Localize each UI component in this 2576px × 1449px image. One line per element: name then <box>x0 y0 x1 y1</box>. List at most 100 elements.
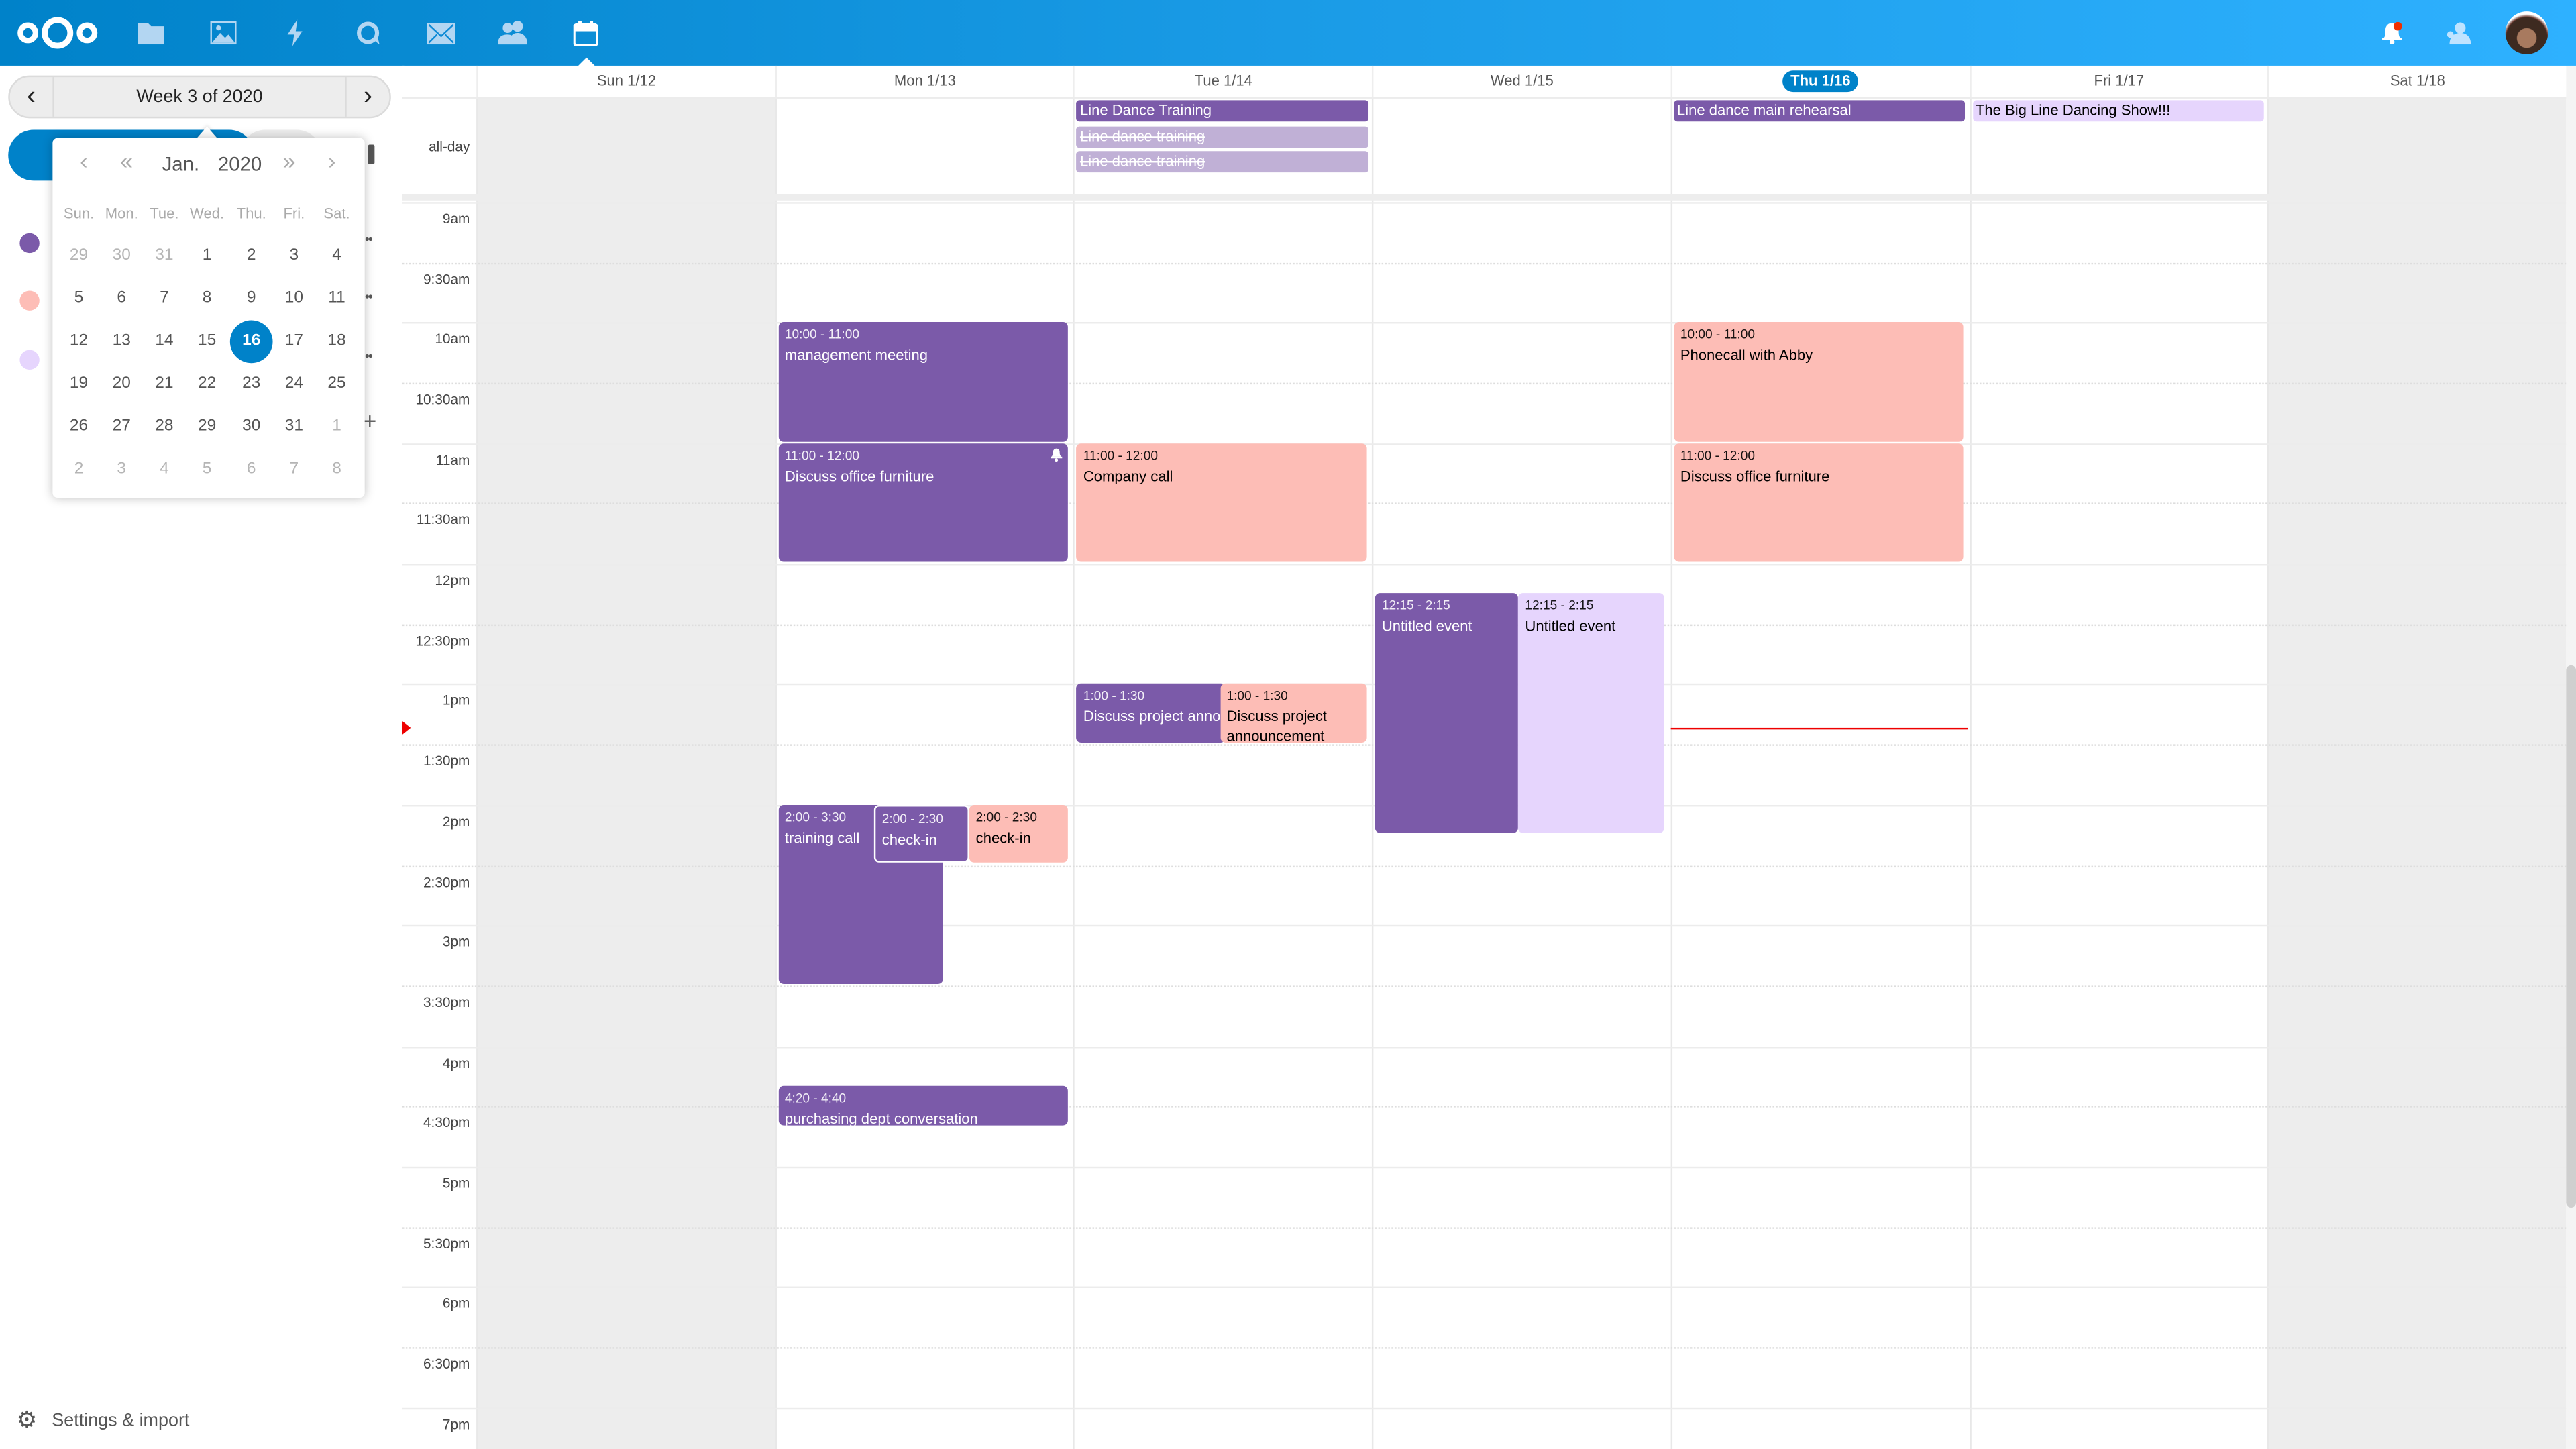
calendar-actions-icon[interactable]: ●● <box>364 292 373 303</box>
day-header[interactable]: Fri 1/17 <box>1969 65 2267 97</box>
datepicker-day[interactable]: 14 <box>155 331 174 350</box>
datepicker-day[interactable]: 19 <box>69 374 89 393</box>
image-icon[interactable] <box>207 16 240 49</box>
datepicker-day[interactable]: 12 <box>69 331 89 350</box>
calendar-color-dot[interactable] <box>19 233 40 254</box>
datepicker-day[interactable]: 17 <box>284 331 303 350</box>
calendar-icon[interactable] <box>568 16 601 49</box>
contacts-menu-icon[interactable] <box>2441 16 2474 49</box>
datepicker-day[interactable]: 25 <box>327 374 346 393</box>
datepicker-day[interactable]: 22 <box>197 374 217 393</box>
datepicker-day[interactable]: 26 <box>69 417 89 435</box>
event-block[interactable]: 4:20 - 4:40 purchasing dept conversation <box>778 1085 1068 1125</box>
day-header[interactable]: Mon 1/13 <box>775 65 1073 97</box>
day-column[interactable] <box>1372 97 1670 1449</box>
add-calendar-plus-icon[interactable]: + <box>363 407 377 434</box>
datepicker-day[interactable]: 4 <box>332 246 341 265</box>
mail-icon[interactable] <box>424 16 457 49</box>
day-column[interactable] <box>2267 97 2567 1449</box>
datepicker-day[interactable]: 1 <box>332 417 341 435</box>
lightning-icon[interactable] <box>279 16 312 49</box>
datepicker-day[interactable]: 31 <box>155 246 174 265</box>
datepicker-day[interactable]: 30 <box>242 417 261 435</box>
next-week-button[interactable]: › <box>364 82 373 111</box>
calendar-actions-icon[interactable]: ●● <box>364 235 373 245</box>
previous-year-button[interactable]: « <box>120 148 133 174</box>
event-block[interactable]: 12:15 - 2:15 Untitled event <box>1518 593 1665 833</box>
nextcloud-logo[interactable] <box>16 15 98 59</box>
folder-icon[interactable] <box>135 16 168 49</box>
datepicker-day[interactable]: 21 <box>155 374 174 393</box>
calendar-actions-icon[interactable]: ●● <box>364 352 373 362</box>
previous-week-button[interactable]: ‹ <box>26 82 36 111</box>
datepicker-day[interactable]: 7 <box>160 289 169 307</box>
event-block[interactable]: 2:00 - 2:30 check-in <box>969 804 1068 863</box>
day-header[interactable]: Thu 1/16 <box>1670 65 1969 97</box>
day-column[interactable] <box>1670 97 1969 1449</box>
allday-event[interactable]: Line dance main rehearsal <box>1674 100 1966 122</box>
datepicker-day[interactable]: 6 <box>117 289 127 307</box>
day-column[interactable] <box>1969 97 2267 1449</box>
event-block[interactable]: 1:00 - 1:30 Discuss project announcement <box>1077 684 1226 743</box>
calendar-color-dot[interactable] <box>19 350 40 370</box>
next-month-button[interactable]: › <box>327 148 336 174</box>
datepicker-day[interactable]: 5 <box>202 460 212 478</box>
year-label[interactable]: 2020 <box>217 152 262 176</box>
datepicker-day[interactable]: 15 <box>197 331 217 350</box>
datepicker-day[interactable]: 8 <box>332 460 341 478</box>
datepicker-day[interactable]: 11 <box>328 289 345 307</box>
datepicker-day[interactable]: 2 <box>246 246 256 265</box>
day-header[interactable]: Sat 1/18 <box>2267 65 2566 97</box>
event-block[interactable]: 1:00 - 1:30 Discuss project announcement <box>1220 684 1366 743</box>
event-block[interactable]: 11:00 - 12:00 Discuss office furniture <box>778 443 1068 562</box>
datepicker-day[interactable]: 29 <box>69 246 89 265</box>
datepicker-day[interactable]: 8 <box>202 289 212 307</box>
datepicker-day[interactable]: 7 <box>289 460 299 478</box>
day-header[interactable]: Sun 1/12 <box>476 65 775 97</box>
datepicker-day[interactable]: 23 <box>242 374 261 393</box>
datepicker-day[interactable]: 20 <box>112 374 131 393</box>
scrollbar-thumb[interactable] <box>2566 665 2576 1208</box>
event-block[interactable]: 12:15 - 2:15 Untitled event <box>1375 593 1519 833</box>
allday-event[interactable]: Line Dance Training <box>1077 100 1369 122</box>
event-block[interactable]: 11:00 - 12:00 Discuss office furniture <box>1674 443 1964 562</box>
datepicker-day[interactable]: 28 <box>155 417 174 435</box>
event-block[interactable]: 11:00 - 12:00 Company call <box>1077 443 1366 562</box>
talk-icon[interactable] <box>352 16 384 49</box>
calendar-color-dot[interactable] <box>19 290 40 311</box>
datepicker-day[interactable]: 3 <box>289 246 299 265</box>
datepicker-day[interactable]: 16 <box>229 320 273 364</box>
datepicker-day[interactable]: 10 <box>284 289 303 307</box>
datepicker-day[interactable]: 5 <box>74 289 84 307</box>
datepicker-day[interactable]: 13 <box>112 331 131 350</box>
allday-event[interactable]: Line dance training <box>1077 151 1369 173</box>
day-column[interactable] <box>476 97 775 1449</box>
datepicker-day[interactable]: 27 <box>112 417 131 435</box>
contacts-icon[interactable] <box>496 16 529 49</box>
settings-import-button[interactable]: ⚙ Settings & import <box>16 1406 189 1434</box>
next-year-button[interactable]: » <box>282 148 296 174</box>
event-block[interactable]: 2:00 - 2:30 check-in <box>873 804 969 863</box>
datepicker-day[interactable]: 3 <box>117 460 127 478</box>
month-label[interactable]: Jan. <box>162 152 200 176</box>
day-header[interactable]: Wed 1/15 <box>1372 65 1670 97</box>
datepicker-day[interactable]: 4 <box>160 460 169 478</box>
datepicker-day[interactable]: 29 <box>197 417 217 435</box>
datepicker-day[interactable]: 18 <box>327 331 346 350</box>
day-column[interactable] <box>775 97 1073 1449</box>
datepicker-day[interactable]: 30 <box>112 246 131 265</box>
event-block[interactable]: 10:00 - 11:00 management meeting <box>778 322 1068 441</box>
datepicker-day[interactable]: 9 <box>246 289 256 307</box>
day-column[interactable] <box>1073 97 1372 1449</box>
datepicker-day[interactable]: 31 <box>284 417 303 435</box>
allday-event[interactable]: Line dance training <box>1077 125 1369 148</box>
user-avatar[interactable] <box>2505 11 2548 54</box>
sidebar-scroll-handle[interactable] <box>368 144 375 164</box>
datepicker-day[interactable]: 1 <box>202 246 212 265</box>
event-block[interactable]: 10:00 - 11:00 Phonecall with Abby <box>1674 322 1964 441</box>
datepicker-day[interactable]: 2 <box>74 460 84 478</box>
datepicker-day[interactable]: 6 <box>246 460 256 478</box>
week-picker-button[interactable]: Week 3 of 2020 <box>52 77 347 117</box>
datepicker-day[interactable]: 24 <box>284 374 303 393</box>
allday-event[interactable]: The Big Line Dancing Show!!! <box>1972 100 2265 122</box>
